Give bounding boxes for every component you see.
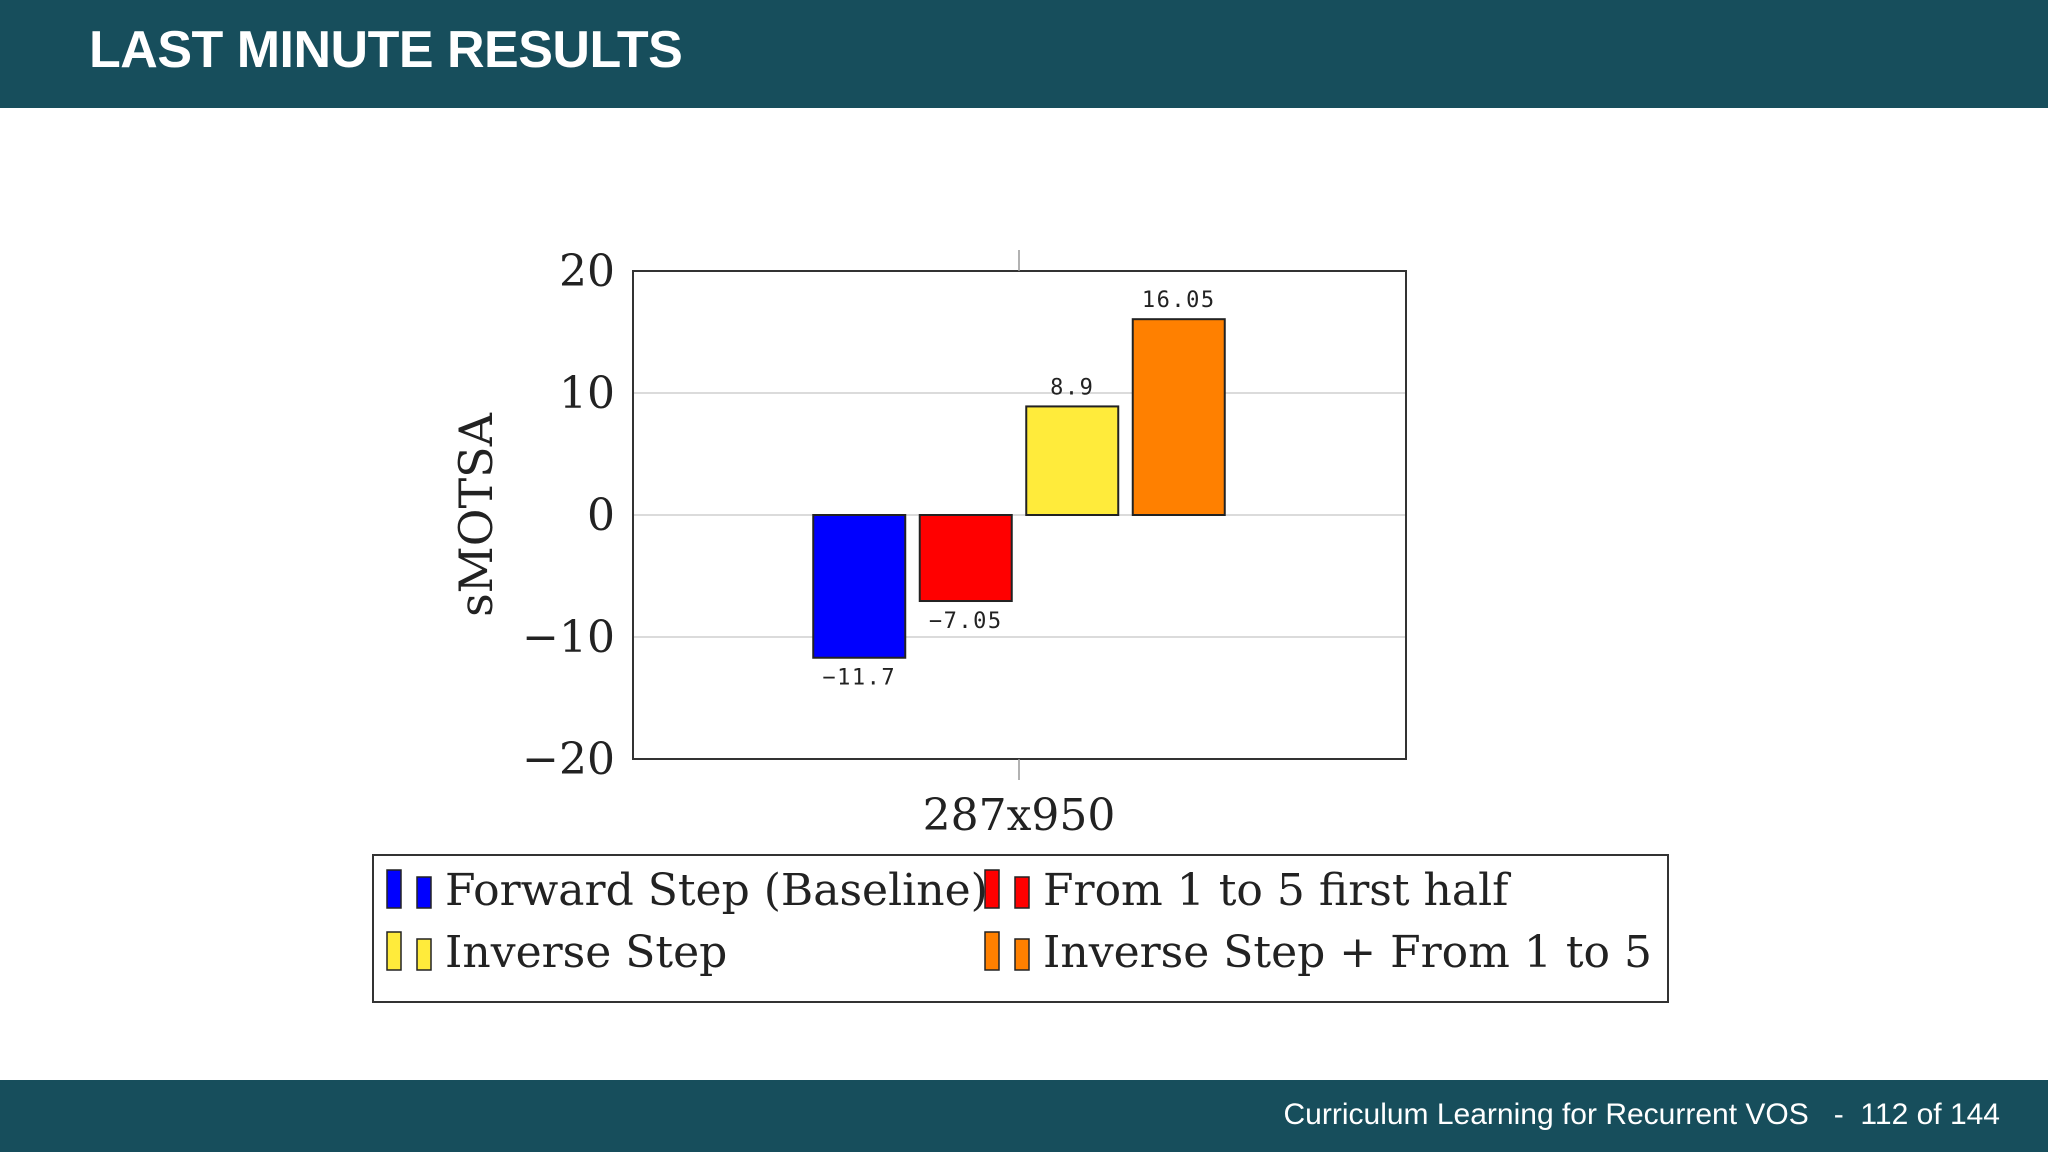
bar-value-label: 8.9: [1050, 375, 1094, 400]
footer-title: Curriculum Learning for Recurrent VOS: [1283, 1098, 1809, 1131]
legend-label: Inverse Step: [445, 927, 727, 978]
bars: −11.7 −7.05 8.9 16.05: [812, 288, 1226, 691]
legend: Forward Step (Baseline) From 1 to 5 first…: [386, 865, 1652, 978]
legend-swatch: [416, 876, 432, 909]
y-tick-label: 20: [559, 246, 615, 297]
y-tick-label: −10: [522, 612, 615, 663]
y-axis-label: sMOTSA: [449, 412, 503, 617]
y-tick-label: −20: [522, 734, 615, 785]
page-number: 112 of 144: [1860, 1098, 2000, 1131]
legend-label: From 1 to 5 first half: [1043, 865, 1511, 916]
header-bar: LAST MINUTE RESULTS: [0, 0, 2048, 108]
bar-4: [1131, 318, 1226, 516]
footer: Curriculum Learning for Recurrent VOS - …: [1284, 1098, 2000, 1132]
bar-3: [1025, 405, 1120, 517]
bar-value-label: −11.7: [822, 666, 896, 691]
legend-swatch: [984, 869, 1000, 909]
legend-swatch: [984, 931, 1000, 971]
bar-value-label: −7.05: [929, 609, 1003, 634]
legend-label: Forward Step (Baseline): [445, 865, 988, 916]
legend-swatch: [1014, 876, 1030, 909]
bar-value-label: 16.05: [1142, 288, 1216, 313]
bar-2: [918, 514, 1013, 603]
grid-lines: [633, 392, 1406, 638]
y-tick-label: 10: [559, 368, 615, 419]
y-tick-labels: 20 10 0 −10 −20: [522, 246, 615, 785]
legend-label: Inverse Step + From 1 to 5: [1043, 927, 1652, 978]
y-tick-label: 0: [587, 490, 615, 541]
slide-title: LAST MINUTE RESULTS: [89, 21, 683, 79]
legend-swatch: [416, 938, 432, 971]
legend-swatch: [386, 869, 402, 909]
bar-1: [812, 514, 907, 659]
legend-swatch: [386, 931, 402, 971]
footer-separator: -: [1833, 1098, 1844, 1131]
x-category-label: 287x950: [923, 790, 1116, 841]
legend-swatch: [1014, 938, 1030, 971]
bar-chart: 20 10 0 −10 −20 sMOTSA −11.7 −7.05 8.9 16.05 28…: [372, 246, 1669, 1003]
footer-bar: Curriculum Learning for Recurrent VOS - …: [0, 1080, 2048, 1152]
